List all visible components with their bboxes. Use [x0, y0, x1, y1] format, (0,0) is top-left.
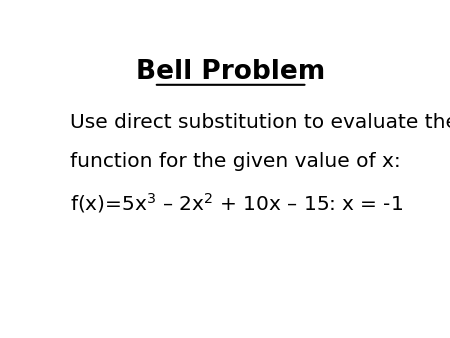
Text: f(x)=5x$^3$ – 2x$^2$ + 10x – 15: x = -1: f(x)=5x$^3$ – 2x$^2$ + 10x – 15: x = -1 — [70, 192, 403, 215]
Text: function for the given value of x:: function for the given value of x: — [70, 152, 401, 171]
Text: Use direct substitution to evaluate the polynomial: Use direct substitution to evaluate the … — [70, 114, 450, 132]
Text: Bell Problem: Bell Problem — [136, 59, 325, 85]
